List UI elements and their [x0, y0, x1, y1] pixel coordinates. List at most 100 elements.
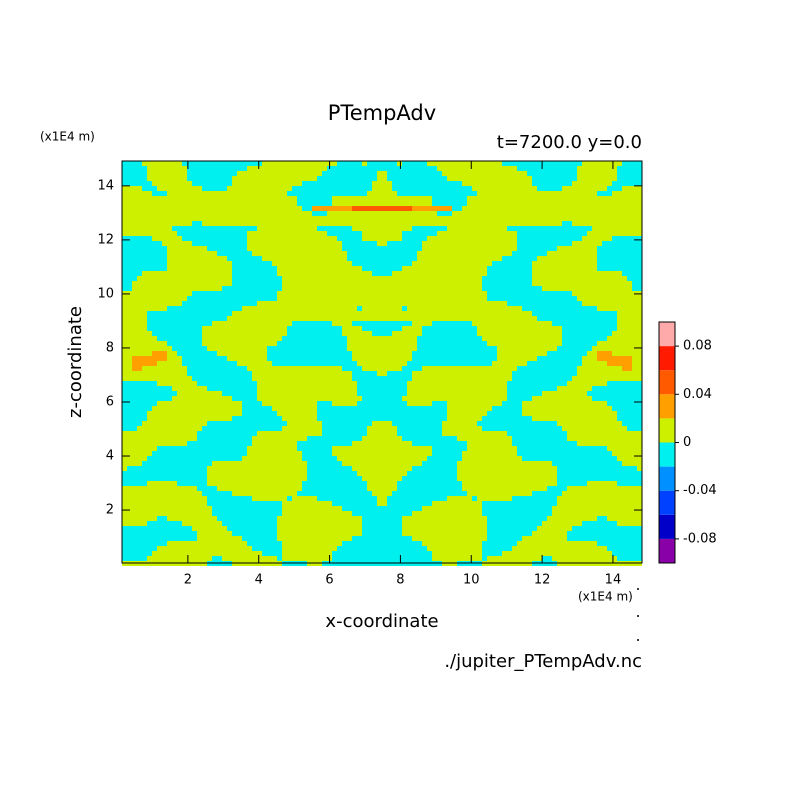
field-cell: [277, 221, 282, 226]
field-cell: [192, 376, 197, 381]
field-cell: [162, 346, 167, 351]
field-cell: [232, 396, 237, 401]
field-cell: [577, 161, 582, 166]
field-cell: [472, 361, 477, 366]
field-cell: [422, 286, 427, 291]
field-cell: [202, 271, 207, 276]
field-cell: [267, 296, 272, 301]
field-cell: [322, 316, 327, 321]
field-cell: [132, 286, 137, 291]
field-cell: [437, 176, 442, 181]
field-cell: [182, 261, 187, 266]
field-cell: [387, 261, 392, 266]
field-cell: [602, 316, 607, 321]
field-cell: [502, 341, 507, 346]
field-cell: [592, 171, 597, 176]
field-cell: [572, 206, 577, 211]
field-cell: [487, 171, 492, 176]
field-cell: [322, 366, 327, 371]
field-cell: [137, 251, 142, 256]
field-cell: [182, 331, 187, 336]
field-cell: [322, 346, 327, 351]
field-cell: [422, 371, 427, 376]
field-cell: [422, 196, 427, 201]
field-cell: [512, 376, 517, 381]
field-cell: [212, 391, 217, 396]
field-cell: [407, 246, 412, 251]
field-cell: [242, 371, 247, 376]
field-cell: [492, 181, 497, 186]
field-cell: [522, 181, 527, 186]
field-cell: [542, 291, 547, 296]
field-cell: [467, 251, 472, 256]
field-cell: [307, 196, 312, 201]
field-cell: [262, 261, 267, 266]
field-cell: [242, 171, 247, 176]
field-cell: [352, 241, 357, 246]
field-cell: [612, 191, 617, 196]
field-cell: [307, 221, 312, 226]
field-cell: [247, 226, 252, 231]
field-cell: [162, 221, 167, 226]
field-cell: [442, 316, 447, 321]
field-cell: [252, 201, 257, 206]
field-cell: [432, 351, 437, 356]
field-cell: [512, 346, 517, 351]
field-cell: [247, 206, 252, 211]
field-cell: [362, 291, 367, 296]
field-cell: [447, 301, 452, 306]
field-cell: [337, 316, 342, 321]
field-cell: [137, 381, 142, 386]
field-cell: [292, 161, 297, 166]
field-cell: [152, 376, 157, 381]
field-cell: [267, 351, 272, 356]
field-cell: [532, 371, 537, 376]
field-cell: [552, 301, 557, 306]
field-cell: [247, 306, 252, 311]
field-cell: [512, 356, 517, 361]
field-cell: [122, 331, 127, 336]
field-cell: [472, 216, 477, 221]
field-cell: [137, 306, 142, 311]
field-cell: [272, 351, 277, 356]
field-cell: [577, 316, 582, 321]
field-cell: [122, 246, 127, 251]
field-cell: [382, 296, 387, 301]
field-cell: [322, 241, 327, 246]
field-cell: [237, 331, 242, 336]
field-cell: [342, 231, 347, 236]
field-cell: [147, 241, 152, 246]
field-cell: [292, 341, 297, 346]
field-cell: [312, 246, 317, 251]
field-cell: [212, 261, 217, 266]
field-cell: [552, 396, 557, 401]
field-cell: [267, 211, 272, 216]
field-cell: [632, 271, 637, 276]
field-cell: [467, 361, 472, 366]
field-cell: [242, 236, 247, 241]
field-cell: [552, 161, 557, 166]
field-cell: [137, 241, 142, 246]
field-cell: [367, 171, 372, 176]
field-cell: [127, 171, 132, 176]
field-cell: [587, 191, 592, 196]
field-cell: [277, 351, 282, 356]
field-cell: [617, 386, 622, 391]
field-cell: [272, 381, 277, 386]
field-cell: [482, 341, 487, 346]
field-cell: [137, 291, 142, 296]
field-cell: [277, 341, 282, 346]
field-cell: [477, 361, 482, 366]
field-cell: [437, 196, 442, 201]
field-cell: [247, 241, 252, 246]
field-cell: [227, 346, 232, 351]
field-cell: [302, 376, 307, 381]
field-cell: [262, 281, 267, 286]
field-cell: [347, 291, 352, 296]
field-cell: [622, 341, 627, 346]
field-cell: [167, 251, 172, 256]
field-cell: [397, 236, 402, 241]
field-cell: [402, 251, 407, 256]
field-cell: [252, 226, 257, 231]
field-cell: [367, 276, 372, 281]
